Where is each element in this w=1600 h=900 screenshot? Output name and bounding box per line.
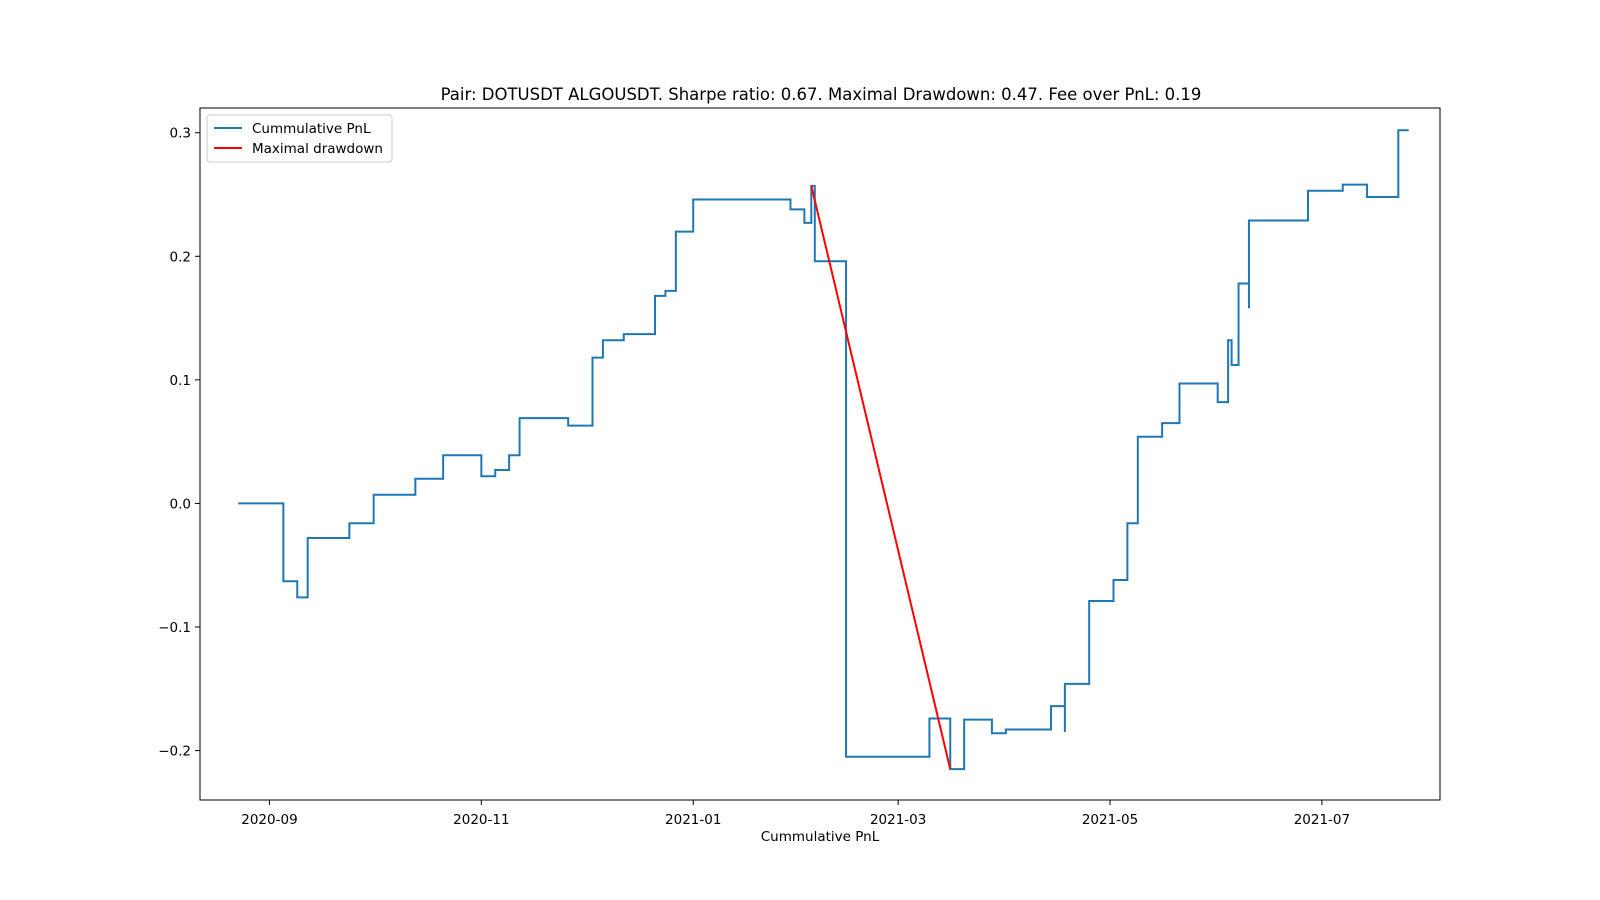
series-line-cummulative-pnl	[238, 129, 1409, 771]
y-tick-label: 0.3	[170, 126, 191, 142]
x-tick-label: 2020-11	[453, 812, 509, 828]
legend-box	[206, 114, 393, 163]
y-tick-label: 0.0	[170, 496, 191, 512]
x-tick-label: 2021-05	[1082, 812, 1138, 828]
x-axis-label: Cummulative PnL	[761, 829, 880, 845]
legend-label-cummulative-pnl: Cummulative PnL	[252, 121, 371, 137]
y-tick-label: −0.1	[158, 620, 191, 636]
legend-label-maximal-drawdown: Maximal drawdown	[252, 141, 383, 157]
plot-area	[200, 108, 1440, 800]
chart-title: Pair: DOTUSDT ALGOUSDT. Sharpe ratio: 0.…	[441, 85, 1202, 104]
legend: Cummulative PnL Maximal drawdown	[206, 114, 393, 163]
y-tick-label: 0.2	[170, 249, 191, 265]
series-line-maximal-drawdown	[810, 185, 952, 770]
series-layer	[238, 129, 1409, 771]
y-axis: −0.2 −0.1 0.0 0.1 0.2 0.3	[158, 126, 200, 760]
plot-frame	[199, 107, 1441, 801]
x-axis: 2020-09 2020-11 2021-01 2021-03 2021-05 2021-…	[241, 800, 1350, 828]
y-tick-label: −0.2	[158, 744, 191, 760]
x-tick-label: 2021-03	[870, 812, 926, 828]
x-tick-label: 2021-07	[1294, 812, 1350, 828]
y-tick-label: 0.1	[170, 373, 191, 389]
x-tick-label: 2021-01	[665, 812, 721, 828]
x-tick-label: 2020-09	[241, 812, 297, 828]
